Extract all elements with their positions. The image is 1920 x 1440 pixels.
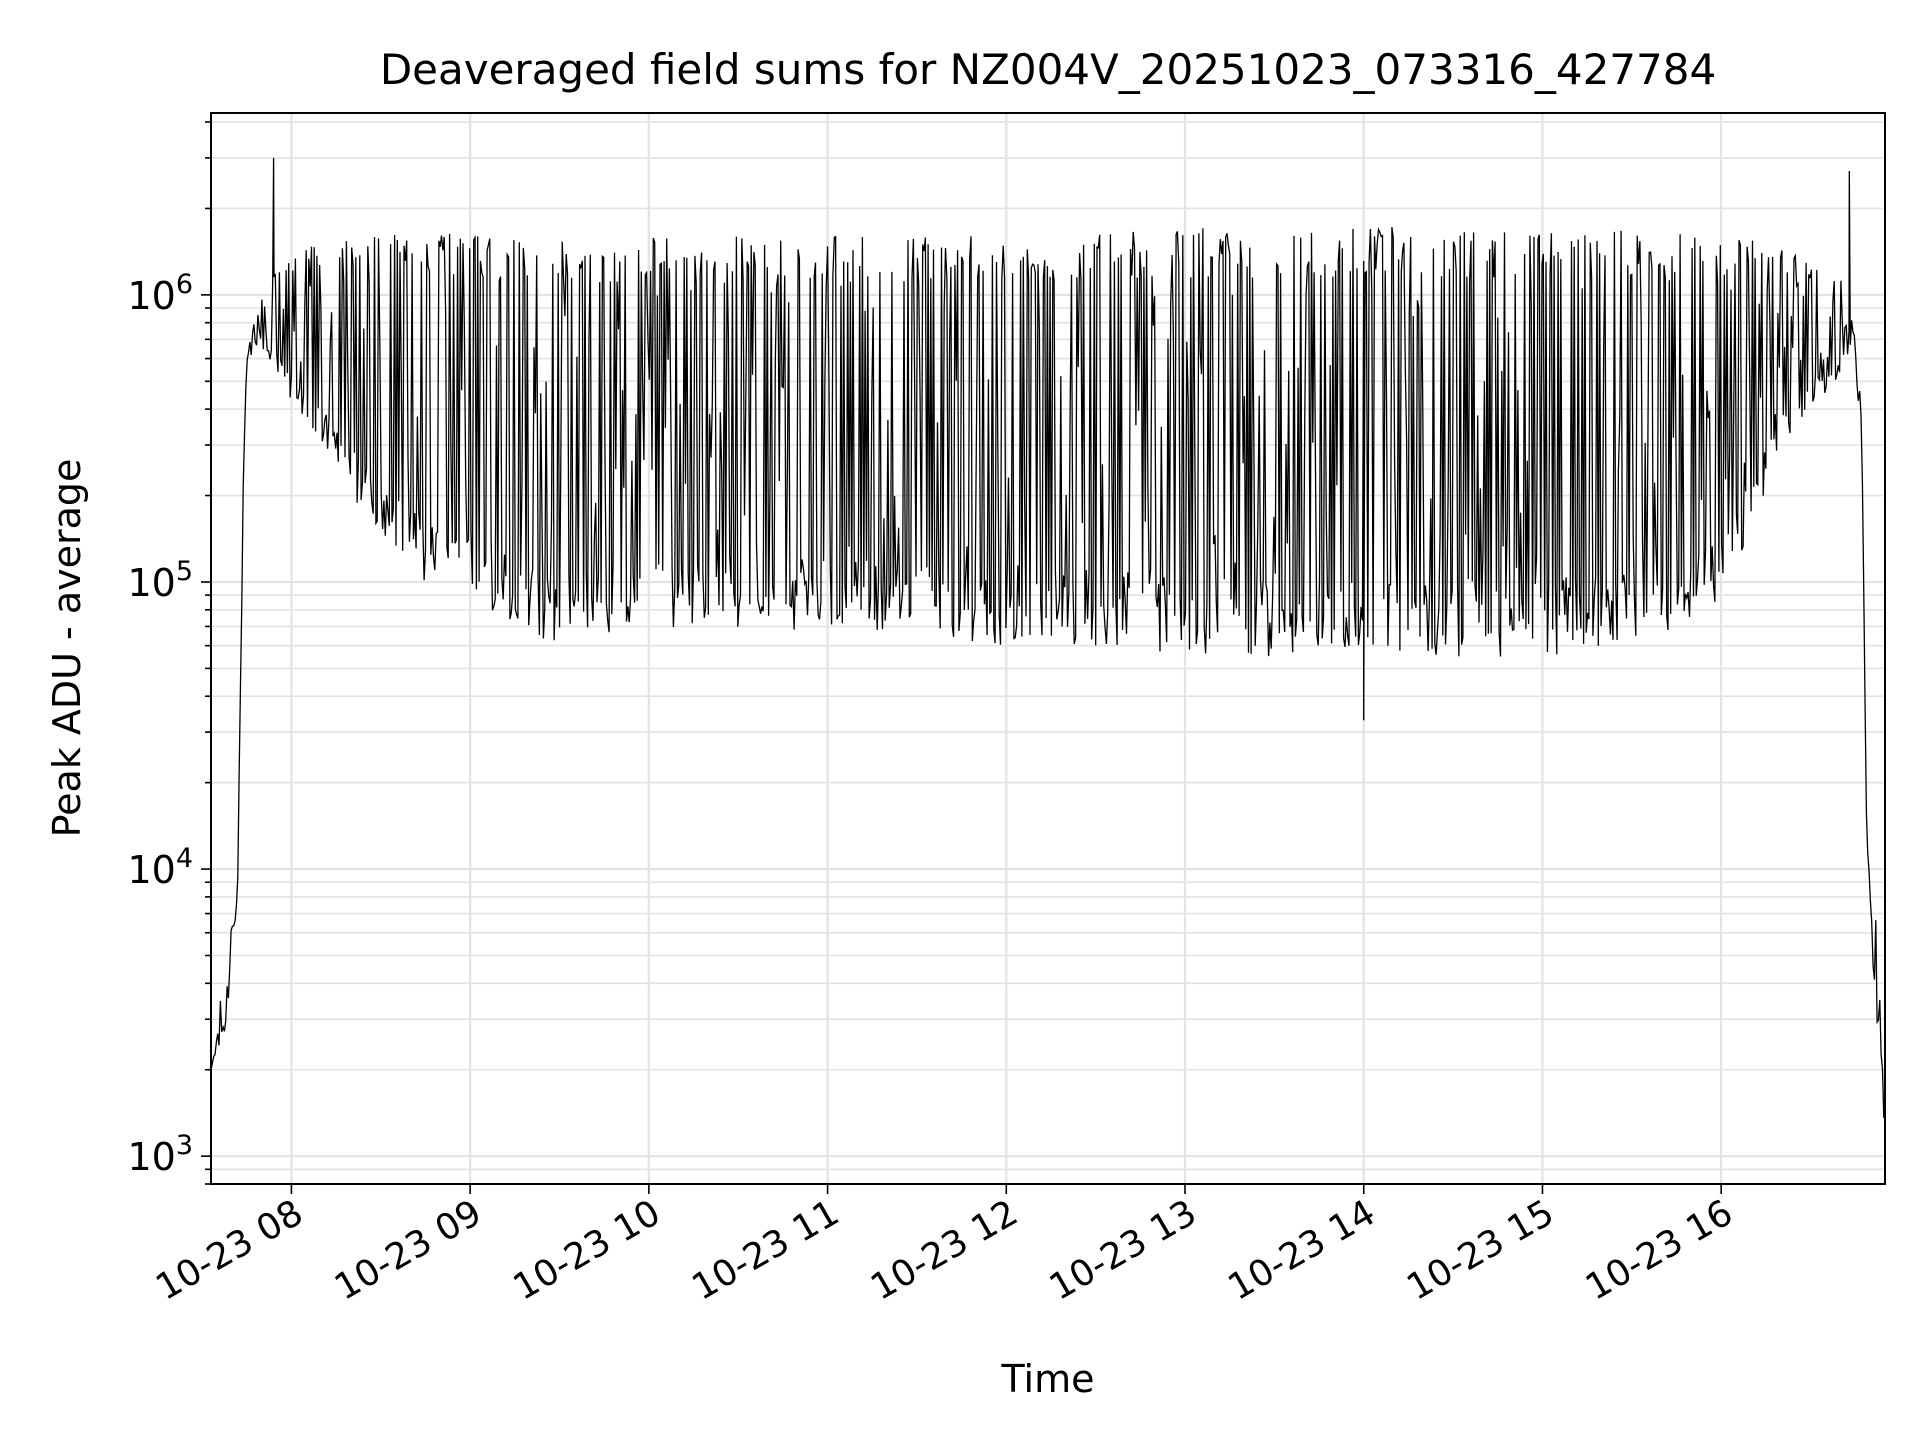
y-tick-base: 10 — [127, 848, 175, 892]
y-tick-base: 10 — [127, 561, 175, 605]
data-series — [211, 157, 1885, 1119]
chart-title: Deaveraged field sums for NZ004V_2025102… — [380, 45, 1716, 94]
y-tick-label: 105 — [127, 556, 193, 605]
plot-area — [211, 157, 1885, 1119]
y-tick-base: 10 — [127, 274, 175, 318]
y-tick-label: 104 — [127, 843, 193, 892]
x-axis-label: Time — [1001, 1357, 1095, 1401]
series-line — [211, 157, 1885, 1119]
y-tick-exponent: 4 — [176, 843, 193, 874]
y-tick-label: 103 — [127, 1130, 193, 1179]
y-tick-label: 106 — [127, 269, 193, 318]
y-tick-base: 10 — [127, 1135, 175, 1179]
y-tick-exponent: 5 — [176, 556, 193, 587]
y-tick-exponent: 3 — [176, 1130, 193, 1161]
y-tick-exponent: 6 — [176, 269, 193, 300]
y-axis-label: Peak ADU - average — [45, 459, 89, 838]
axes-frame — [210, 112, 1886, 1185]
